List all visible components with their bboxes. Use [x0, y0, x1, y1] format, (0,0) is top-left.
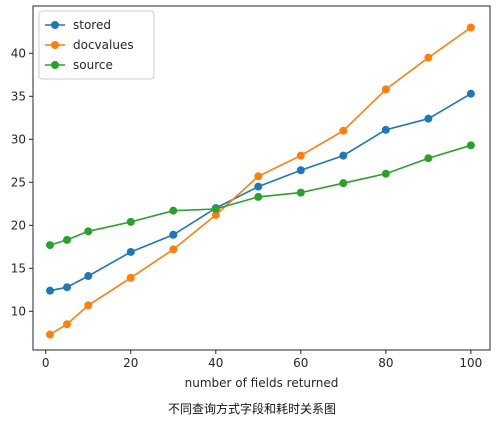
- data-point-docvalues: [424, 53, 433, 62]
- y-tick-label: 30: [11, 132, 26, 146]
- legend-label-source: source: [73, 58, 113, 72]
- series-markers: [46, 23, 475, 339]
- data-point-source: [381, 169, 390, 178]
- x-tick-label: 100: [459, 356, 482, 370]
- data-point-stored: [84, 272, 93, 281]
- data-point-source: [126, 217, 135, 226]
- data-point-source: [211, 204, 220, 213]
- data-point-docvalues: [254, 172, 263, 181]
- data-point-stored: [381, 125, 390, 134]
- data-point-source: [84, 227, 93, 236]
- data-point-docvalues: [211, 210, 220, 219]
- data-point-stored: [424, 114, 433, 123]
- data-point-stored: [339, 151, 348, 160]
- legend-label-docvalues: docvalues: [73, 38, 134, 52]
- data-point-docvalues: [296, 151, 305, 160]
- series-line-stored: [49, 93, 472, 292]
- series-line-docvalues: [49, 26, 472, 336]
- data-point-stored: [466, 89, 475, 98]
- data-point-stored: [296, 166, 305, 175]
- data-point-source: [254, 192, 263, 201]
- legend-marker-source: [51, 61, 59, 69]
- data-point-docvalues: [339, 126, 348, 135]
- data-point-stored: [46, 286, 55, 295]
- data-point-source: [424, 154, 433, 163]
- data-point-docvalues: [126, 273, 135, 282]
- data-point-stored: [169, 230, 178, 239]
- x-tick-label: 60: [293, 356, 308, 370]
- data-point-source: [63, 235, 72, 244]
- legend-marker-docvalues: [51, 41, 59, 49]
- data-point-source: [46, 241, 55, 250]
- data-point-stored: [126, 247, 135, 256]
- data-point-source: [466, 141, 475, 150]
- legend-box: [38, 10, 155, 80]
- legend-label-stored: stored: [73, 18, 111, 32]
- y-tick-label: 25: [11, 175, 26, 189]
- x-tick-label: 0: [42, 356, 50, 370]
- x-tick-label: 40: [208, 356, 223, 370]
- x-tick-label: 80: [378, 356, 393, 370]
- axis-ticks: 0 20 40 60 80 100 10 15 20 25 30 35 40: [11, 46, 483, 370]
- chart-caption: 不同查询方式字段和耗时关系图: [167, 402, 336, 416]
- data-point-source: [296, 188, 305, 197]
- y-tick-label: 35: [11, 89, 26, 103]
- plot-frame: [32, 5, 491, 351]
- x-tick-label: 20: [123, 356, 138, 370]
- y-tick-label: 15: [11, 261, 26, 275]
- line-chart: 0 20 40 60 80 100 10 15 20 25 30 35 40 number of fie…: [11, 5, 491, 390]
- x-axis-label: number of fields returned: [185, 376, 339, 390]
- data-point-docvalues: [466, 23, 475, 32]
- legend: stored docvalues source: [38, 10, 155, 80]
- data-point-source: [339, 179, 348, 188]
- data-point-docvalues: [46, 330, 55, 339]
- y-tick-label: 20: [11, 218, 26, 232]
- y-tick-label: 10: [11, 304, 26, 318]
- legend-marker-stored: [51, 21, 59, 29]
- data-point-docvalues: [63, 320, 72, 329]
- data-point-source: [169, 206, 178, 215]
- y-tick-label: 40: [11, 46, 26, 60]
- data-point-docvalues: [381, 85, 390, 94]
- data-point-stored: [254, 182, 263, 191]
- data-point-docvalues: [84, 301, 93, 310]
- data-point-stored: [63, 283, 72, 292]
- data-point-docvalues: [169, 245, 178, 254]
